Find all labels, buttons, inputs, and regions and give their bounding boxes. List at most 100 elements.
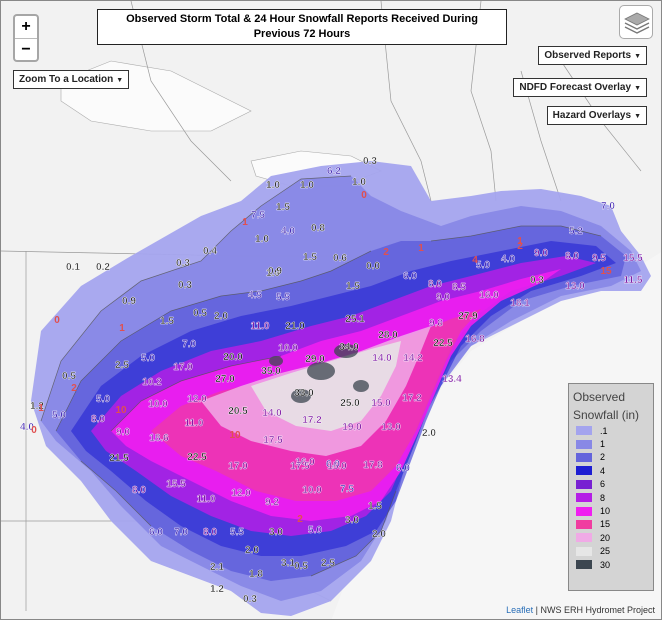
snow-report-label[interactable]: 0.9 [268,266,283,277]
snow-report-label[interactable]: 5.5 [230,527,245,538]
layers-button[interactable] [619,5,653,39]
leaflet-link[interactable]: Leaflet [506,605,534,615]
snow-report-label[interactable]: 0.6 [333,253,348,264]
snow-report-label[interactable]: 9.0 [436,292,451,303]
snow-report-label[interactable]: 8.0 [565,251,580,262]
snow-report-label[interactable]: 10.0 [148,399,168,410]
snow-report-label[interactable]: 13.0 [381,422,401,433]
snow-report-label[interactable]: 7.0 [601,201,616,212]
snow-report-label[interactable]: 1.5 [368,501,383,512]
zoom-out-button[interactable]: − [15,38,37,60]
snow-report-label[interactable]: 1.5 [160,316,175,327]
snow-report-label[interactable]: 22.5 [433,338,453,349]
snow-report-label[interactable]: 4.0 [501,254,516,265]
snow-report-label[interactable]: 0.3 [178,280,193,291]
snow-report-label[interactable]: 2.1 [210,562,225,573]
snow-report-label[interactable]: 1.5 [303,252,318,263]
snow-report-label[interactable]: 8.0 [203,527,218,538]
snow-report-label[interactable]: 20.0 [223,352,243,363]
snow-report-label[interactable]: 2.5 [115,360,130,371]
snow-report-label[interactable]: 17.2 [302,415,322,426]
hazard-overlays-dropdown[interactable]: Hazard Overlays ▼ [546,106,647,125]
snow-report-label[interactable]: 1.0 [255,234,270,245]
snow-report-label[interactable]: 19.0 [342,422,362,433]
snow-report-label[interactable]: 34.0 [339,342,359,353]
snow-report-label[interactable]: 10.0 [302,485,322,496]
snow-report-label[interactable]: 1.2 [30,401,45,412]
zoom-to-location-dropdown[interactable]: Zoom To a Location ▼ [13,70,130,89]
snow-report-label[interactable]: 29.0 [305,354,325,365]
snow-report-label[interactable]: 0.9 [122,296,137,307]
snow-report-label[interactable]: 0.5 [193,308,208,319]
snow-report-label[interactable]: 15.0 [371,398,391,409]
snow-report-label[interactable]: 33.0 [294,388,314,399]
snow-report-label[interactable]: 1.2 [210,584,225,595]
snow-report-label[interactable]: 11.0 [250,321,270,332]
snow-report-label[interactable]: 16.8 [465,334,485,345]
snow-report-label[interactable]: 28.0 [378,330,398,341]
snow-report-label[interactable]: 3.0 [269,527,284,538]
snow-report-label[interactable]: 7.5 [251,210,266,221]
snow-report-label[interactable]: 2.0 [245,545,260,556]
snow-report-label[interactable]: 27.9 [458,311,478,322]
snow-report-label[interactable]: 9.5 [592,253,607,264]
snow-report-label[interactable]: 5.2 [569,226,584,237]
snow-report-label[interactable]: 14.2 [403,353,423,364]
snow-report-label[interactable]: 18.6 [149,433,169,444]
snow-report-label[interactable]: 13.0 [565,281,585,292]
snow-report-label[interactable]: 35.0 [261,366,281,377]
snow-report-label[interactable]: 11.5 [623,275,643,286]
zoom-in-button[interactable]: + [21,18,31,35]
snow-report-label[interactable]: 10.2 [142,377,162,388]
snow-report-label[interactable]: 1.5 [276,202,291,213]
snow-report-label[interactable]: 9.2 [265,497,280,508]
snow-report-label[interactable]: 0.1 [66,262,81,273]
snow-report-label[interactable]: 27.0 [215,374,235,385]
snow-report-label[interactable]: 6.2 [327,166,342,177]
snow-report-label[interactable]: 8.5 [452,282,467,293]
snow-report-label[interactable]: 0.3 [363,156,378,167]
snow-report-label[interactable]: 1.8 [249,569,264,580]
snow-report-label[interactable]: 13.4 [442,374,462,385]
snow-report-label[interactable]: 9.0 [534,248,549,259]
snow-report-label[interactable]: 3.1 [281,558,296,569]
snow-report-label[interactable]: 8.0 [428,279,443,290]
snow-report-label[interactable]: 21.0 [285,321,305,332]
snow-report-label[interactable]: 6.0 [149,527,164,538]
snow-report-label[interactable]: 7.0 [174,527,189,538]
snow-report-label[interactable]: 17.2 [402,393,422,404]
snow-report-label[interactable]: 0.8 [311,223,326,234]
snow-report-label[interactable]: 5.0 [308,525,323,536]
snow-report-label[interactable]: 17.0 [228,461,248,472]
observed-reports-dropdown[interactable]: Observed Reports ▼ [538,46,647,65]
snow-report-label[interactable]: 15.5 [623,253,643,264]
snow-report-label[interactable]: 11.0 [196,494,216,505]
snow-report-label[interactable]: 12.0 [187,394,207,405]
snow-report-label[interactable]: 5.5 [276,292,291,303]
snow-report-label[interactable]: 1.0 [266,180,281,191]
snow-report-label[interactable]: 0.5 [62,371,77,382]
snow-report-label[interactable]: 5.0 [52,410,67,421]
snow-report-label[interactable]: 1.5 [346,281,361,292]
snow-report-label[interactable]: 4.0 [20,422,35,433]
snow-report-label[interactable]: 20.5 [228,406,248,417]
snow-report-label[interactable]: 9.0 [116,427,131,438]
snow-report-label[interactable]: 14.0 [262,408,282,419]
snow-report-label[interactable]: 1.0 [352,177,367,188]
ndfd-overlay-dropdown[interactable]: NDFD Forecast Overlay ▼ [513,78,647,97]
snow-report-label[interactable]: 5.0 [141,353,156,364]
snow-report-label[interactable]: 22.5 [187,452,207,463]
snow-report-label[interactable]: 12.0 [231,488,251,499]
snow-report-label[interactable]: 6.0 [403,271,418,282]
snow-report-label[interactable]: 8.0 [132,485,147,496]
snow-report-label[interactable]: 2.5 [321,558,336,569]
snow-report-label[interactable]: 14.0 [372,353,392,364]
snow-report-label[interactable]: 0.3 [176,258,191,269]
snow-report-label[interactable]: 25.1 [345,314,365,325]
snow-report-label[interactable]: 17.0 [173,362,193,373]
snow-report-label[interactable]: 0.0 [366,261,381,272]
snow-report-label[interactable]: 1.0 [266,268,281,279]
snow-report-label[interactable]: 17.5 [263,435,283,446]
snow-report-label[interactable]: 18.1 [510,298,530,309]
snow-report-label[interactable]: 0.3 [243,594,258,605]
